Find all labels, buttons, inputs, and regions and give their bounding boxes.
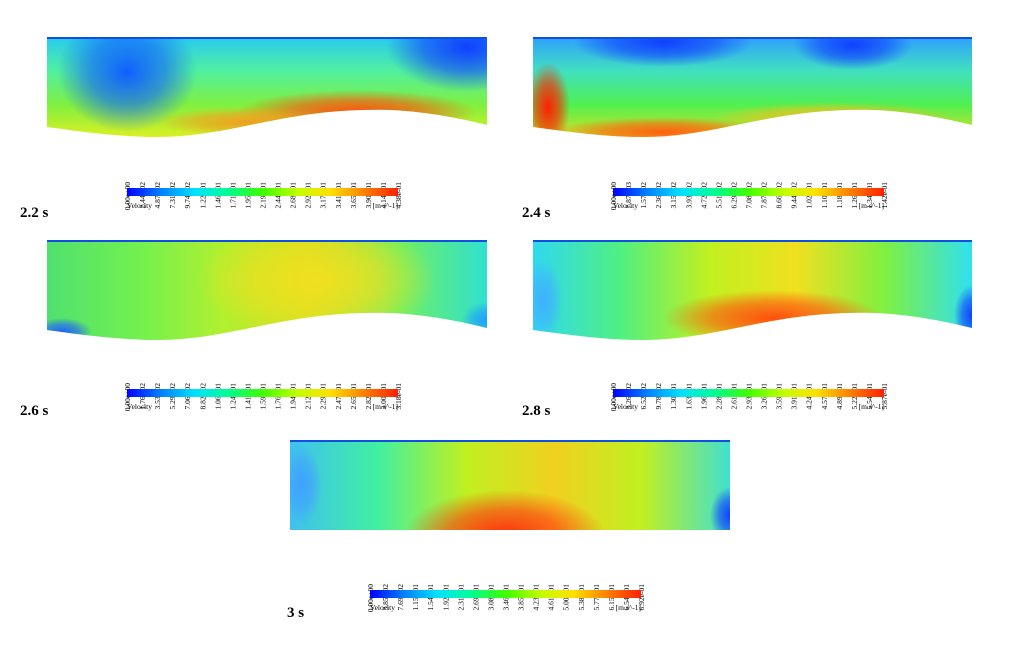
- legend-unit: [m s^-1]: [373, 201, 398, 210]
- legend-tick-label: 1.42e-01: [880, 182, 889, 209]
- time-label: 2.8 s: [522, 403, 551, 419]
- contour-region: [387, 37, 487, 92]
- contour-region: [573, 37, 753, 67]
- top-wall: [290, 440, 730, 442]
- legend-title: Velocity: [613, 402, 638, 411]
- legend-title: Velocity: [127, 201, 152, 210]
- colorbar: [127, 188, 398, 196]
- contour-region: [157, 107, 337, 137]
- top-wall: [533, 240, 972, 242]
- contour-region: [57, 37, 197, 132]
- contour-plot: [533, 240, 972, 340]
- time-label: 2.4 s: [522, 205, 551, 221]
- colorbar: [613, 389, 884, 397]
- legend-tick-label: 5.87e-01: [880, 383, 889, 410]
- contour-region: [793, 37, 913, 70]
- legend-tick-label: 4.38e-01: [394, 182, 403, 209]
- contour-plot: [533, 37, 972, 137]
- legend-unit: [m s^-1]: [859, 201, 884, 210]
- legend-unit: [m s^-1]: [616, 603, 641, 612]
- legend-title: Velocity: [370, 603, 395, 612]
- contour-plot: [47, 37, 487, 137]
- top-wall: [533, 37, 972, 39]
- contour-region: [710, 487, 730, 530]
- contour-region: [47, 318, 92, 340]
- contour-region: [405, 490, 605, 530]
- colorbar: [127, 389, 398, 397]
- contour-region: [663, 290, 883, 340]
- contour-plot: [47, 240, 487, 340]
- top-wall: [47, 37, 487, 39]
- time-label: 3 s: [287, 605, 304, 621]
- contour-region: [462, 302, 487, 338]
- colorbar: [613, 188, 884, 196]
- contour-region: [713, 102, 953, 132]
- contour-region: [197, 240, 437, 340]
- legend-unit: [m s^-1]: [373, 402, 398, 411]
- legend-unit: [m s^-1]: [859, 402, 884, 411]
- contour-region: [533, 260, 563, 340]
- legend-tick-label: 3.18e-01: [394, 383, 403, 410]
- legend-title: Velocity: [613, 201, 638, 210]
- contour-region: [533, 62, 570, 137]
- top-wall: [47, 240, 487, 242]
- time-label: 2.2 s: [20, 205, 49, 221]
- colorbar: [370, 590, 641, 598]
- contour-region: [954, 285, 972, 340]
- contour-plot: [290, 440, 730, 530]
- time-label: 2.6 s: [20, 403, 49, 419]
- contour-region: [553, 117, 773, 137]
- legend-title: Velocity: [127, 402, 152, 411]
- legend-tick-label: 6.92e-01: [637, 584, 646, 611]
- contour-region: [290, 445, 322, 525]
